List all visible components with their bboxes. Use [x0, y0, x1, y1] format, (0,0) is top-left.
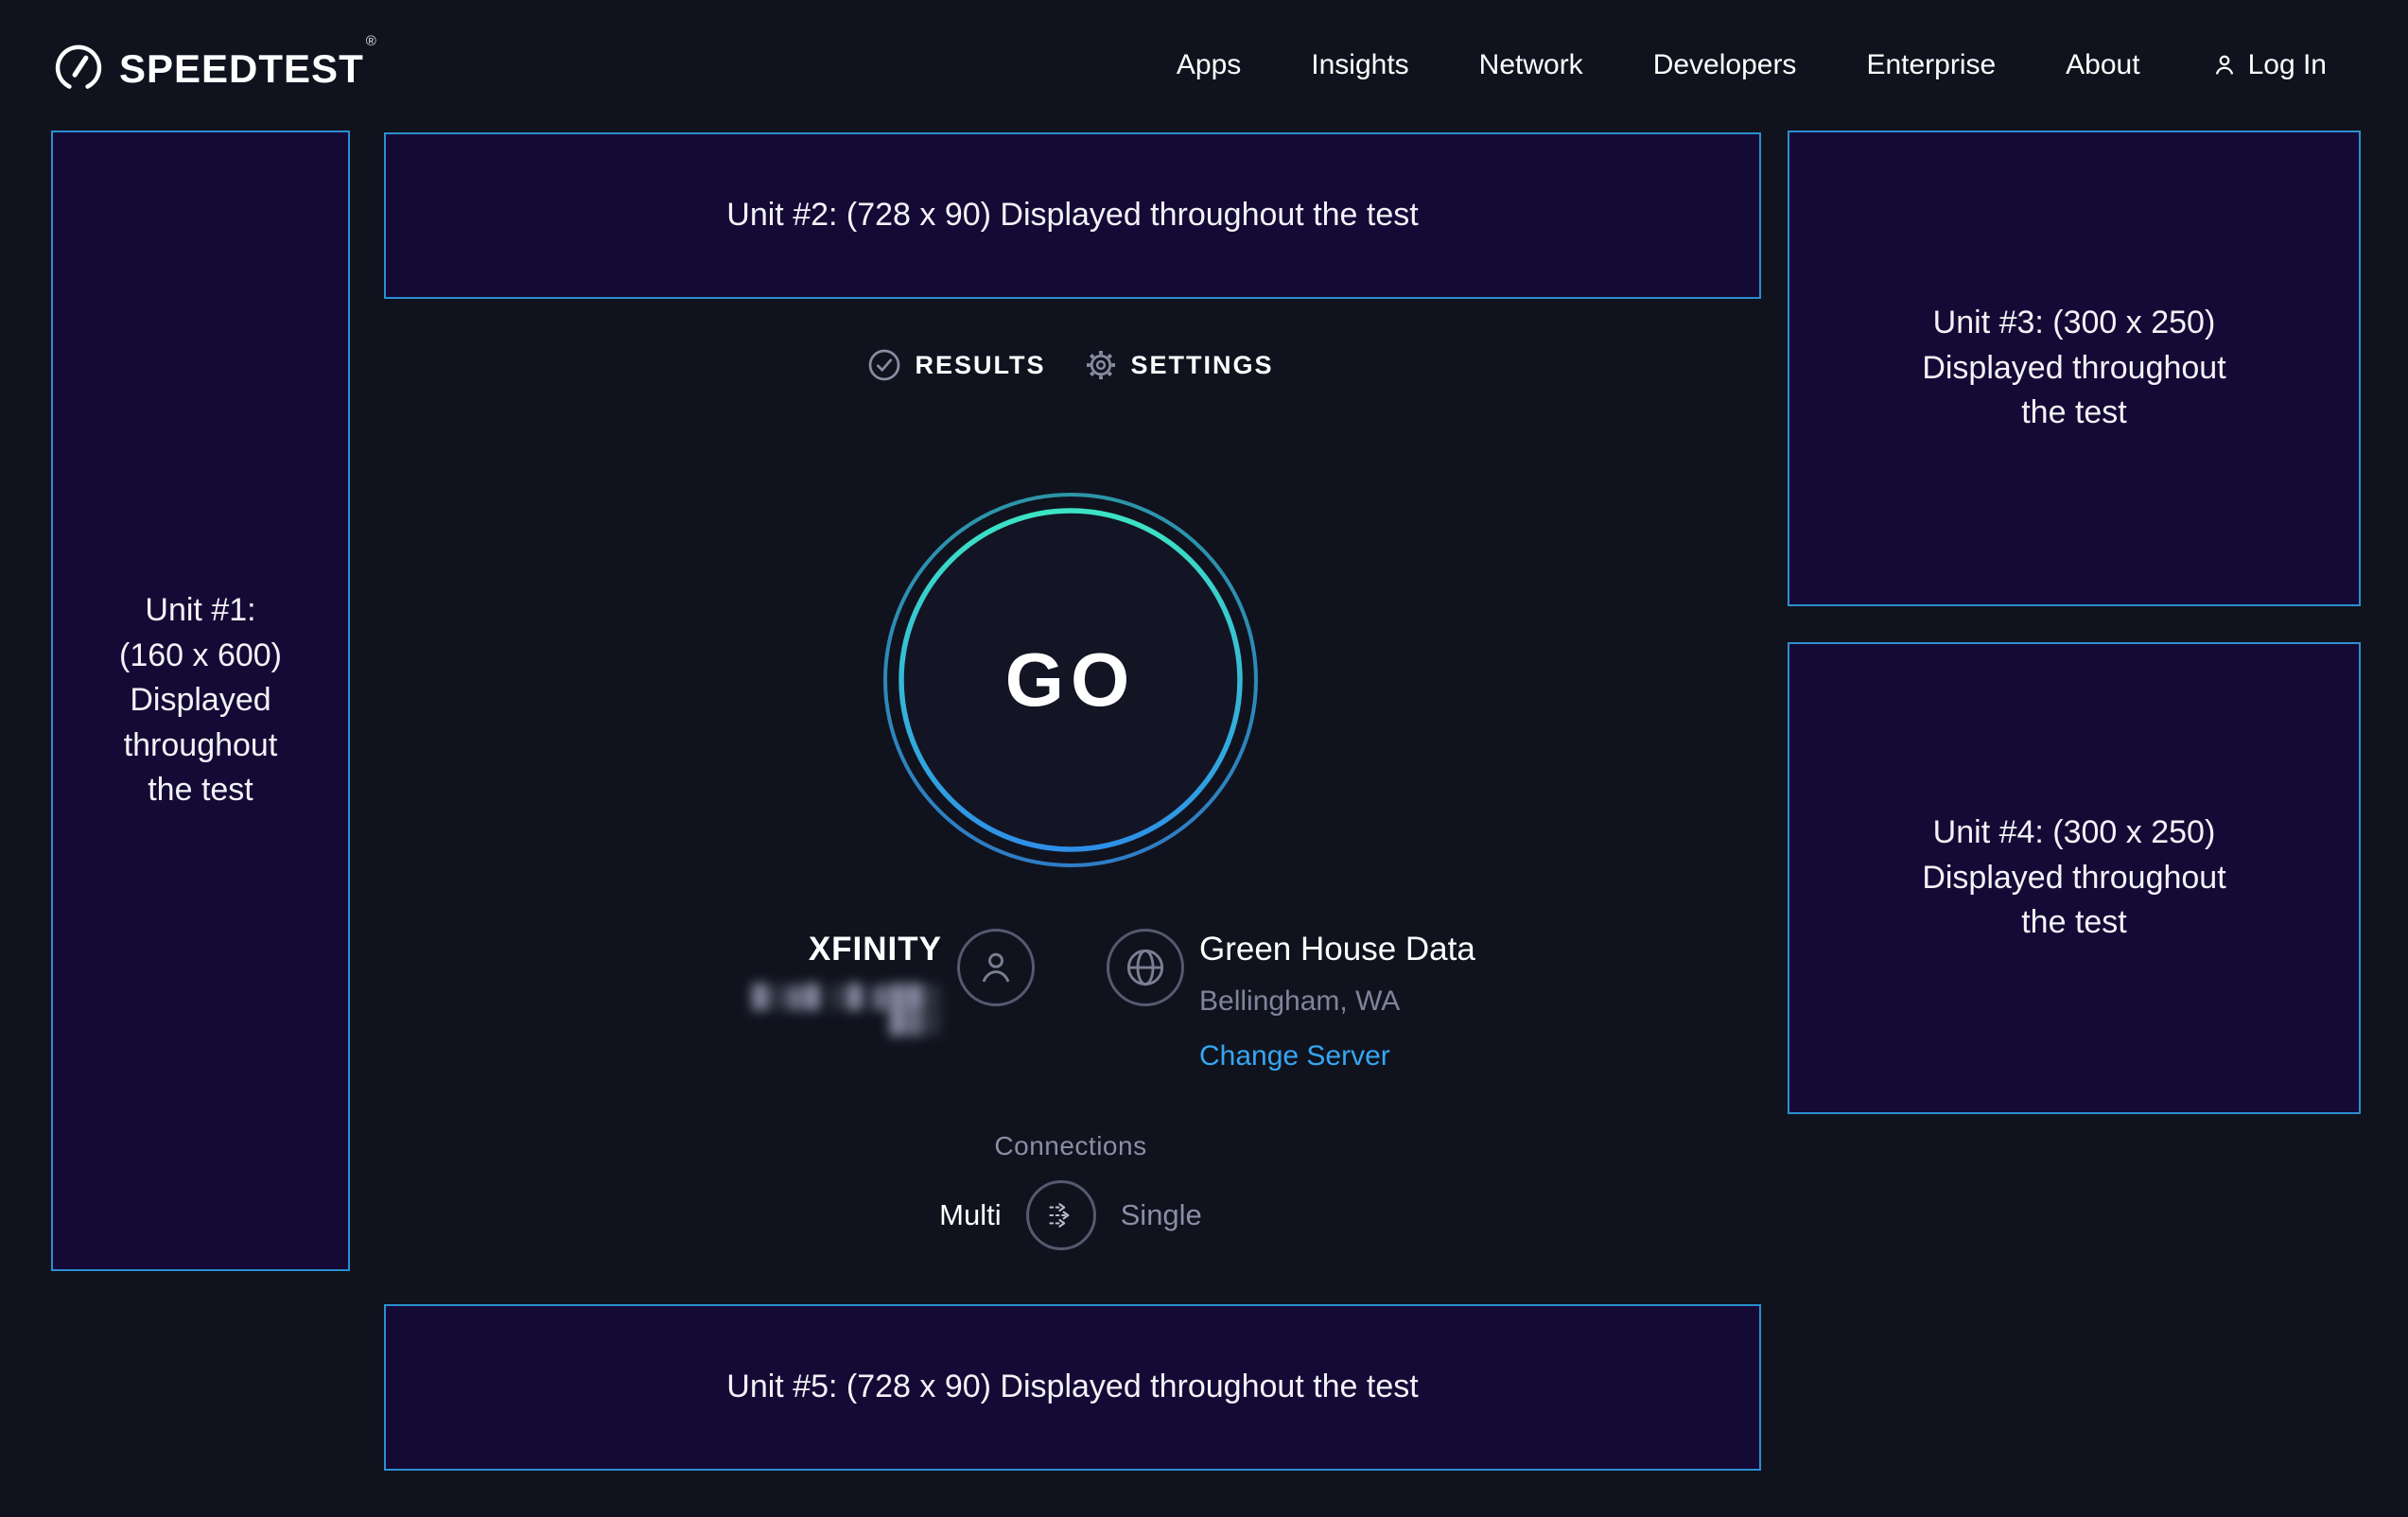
isp-badge [957, 929, 1035, 1006]
ad-unit-3[interactable]: Unit #3: (300 x 250) Displayed throughou… [1788, 131, 2361, 606]
ad-unit-1[interactable]: Unit #1: (160 x 600) Displayed throughou… [51, 131, 350, 1271]
nav-item-enterprise[interactable]: Enterprise [1866, 49, 1997, 80]
tab-results[interactable]: RESULTS [867, 348, 1045, 382]
speedtest-logo[interactable]: SPEEDTEST® [53, 33, 376, 95]
isp-ip-redacted: █▒▓█ ▒█ ▓██▒ █▓▒ [752, 984, 942, 1034]
ad-unit-2-label: Unit #2: (728 x 90) Displayed throughout… [726, 197, 1419, 234]
ad-unit-1-label: Unit #1: (160 x 600) Displayed throughou… [119, 592, 282, 809]
logo-trademark: ® [365, 33, 376, 49]
user-icon [2215, 55, 2233, 75]
ad-unit-5[interactable]: Unit #5: (728 x 90) Displayed throughout… [384, 1304, 1761, 1471]
go-button-label: GO [1004, 637, 1137, 722]
change-server-link[interactable]: Change Server [1199, 1040, 1390, 1072]
nav-item-developers[interactable]: Developers [1652, 49, 1797, 80]
server-name: Green House Data [1199, 931, 1475, 968]
check-circle-icon [869, 349, 900, 381]
view-tabs: RESULTS SETTINGS [692, 348, 1449, 382]
ad-unit-4-label: Unit #4: (300 x 250) Displayed throughou… [1922, 814, 2226, 941]
server-badge [1107, 929, 1184, 1006]
tab-results-label: RESULTS [915, 350, 1046, 379]
tab-settings[interactable]: SETTINGS [1084, 348, 1274, 382]
login-label: Log In [2247, 49, 2327, 80]
multi-arrows-icon [1049, 1203, 1070, 1228]
logo-text: SPEEDTEST [119, 46, 364, 91]
server-location: Bellingham, WA [1199, 985, 1401, 1017]
isp-info: XFINITY █▒▓█ ▒█ ▓██▒ █▓▒ [719, 931, 942, 1035]
connections-toggle-row: Multi Single [834, 1180, 1307, 1250]
connections-section: Connections Multi Single [834, 1131, 1307, 1250]
connections-label: Connections [994, 1131, 1147, 1160]
login-button[interactable]: Log In [2210, 49, 2327, 81]
go-ring-icon [883, 493, 1258, 867]
connections-multi-option[interactable]: Multi [939, 1198, 1002, 1231]
ad-unit-3-label: Unit #3: (300 x 250) Displayed throughou… [1922, 305, 2226, 431]
connections-single-option[interactable]: Single [1120, 1198, 1202, 1231]
ad-unit-2[interactable]: Unit #2: (728 x 90) Displayed throughout… [384, 132, 1761, 299]
nav-item-apps[interactable]: Apps [1176, 49, 1242, 80]
globe-icon [1126, 949, 1164, 986]
server-info: Green House Data Bellingham, WA Change S… [1199, 931, 1475, 1072]
connections-toggle[interactable] [1025, 1180, 1096, 1250]
ad-unit-5-label: Unit #5: (728 x 90) Displayed throughout… [726, 1369, 1419, 1405]
tab-settings-label: SETTINGS [1130, 350, 1274, 379]
logo-wordmark: SPEEDTEST® [119, 33, 376, 92]
gauge-icon [55, 44, 102, 89]
nav-item-insights[interactable]: Insights [1311, 49, 1409, 80]
isp-name: XFINITY [808, 931, 942, 968]
nav-item-about[interactable]: About [2066, 49, 2140, 80]
nav-item-network[interactable]: Network [1478, 49, 1583, 80]
main-nav: Apps Insights Network Developers Enterpr… [1177, 49, 2327, 81]
go-button[interactable]: GO [881, 491, 1260, 869]
ad-unit-4[interactable]: Unit #4: (300 x 250) Displayed throughou… [1788, 642, 2361, 1114]
gear-icon [1086, 351, 1115, 379]
person-icon [982, 952, 1010, 983]
